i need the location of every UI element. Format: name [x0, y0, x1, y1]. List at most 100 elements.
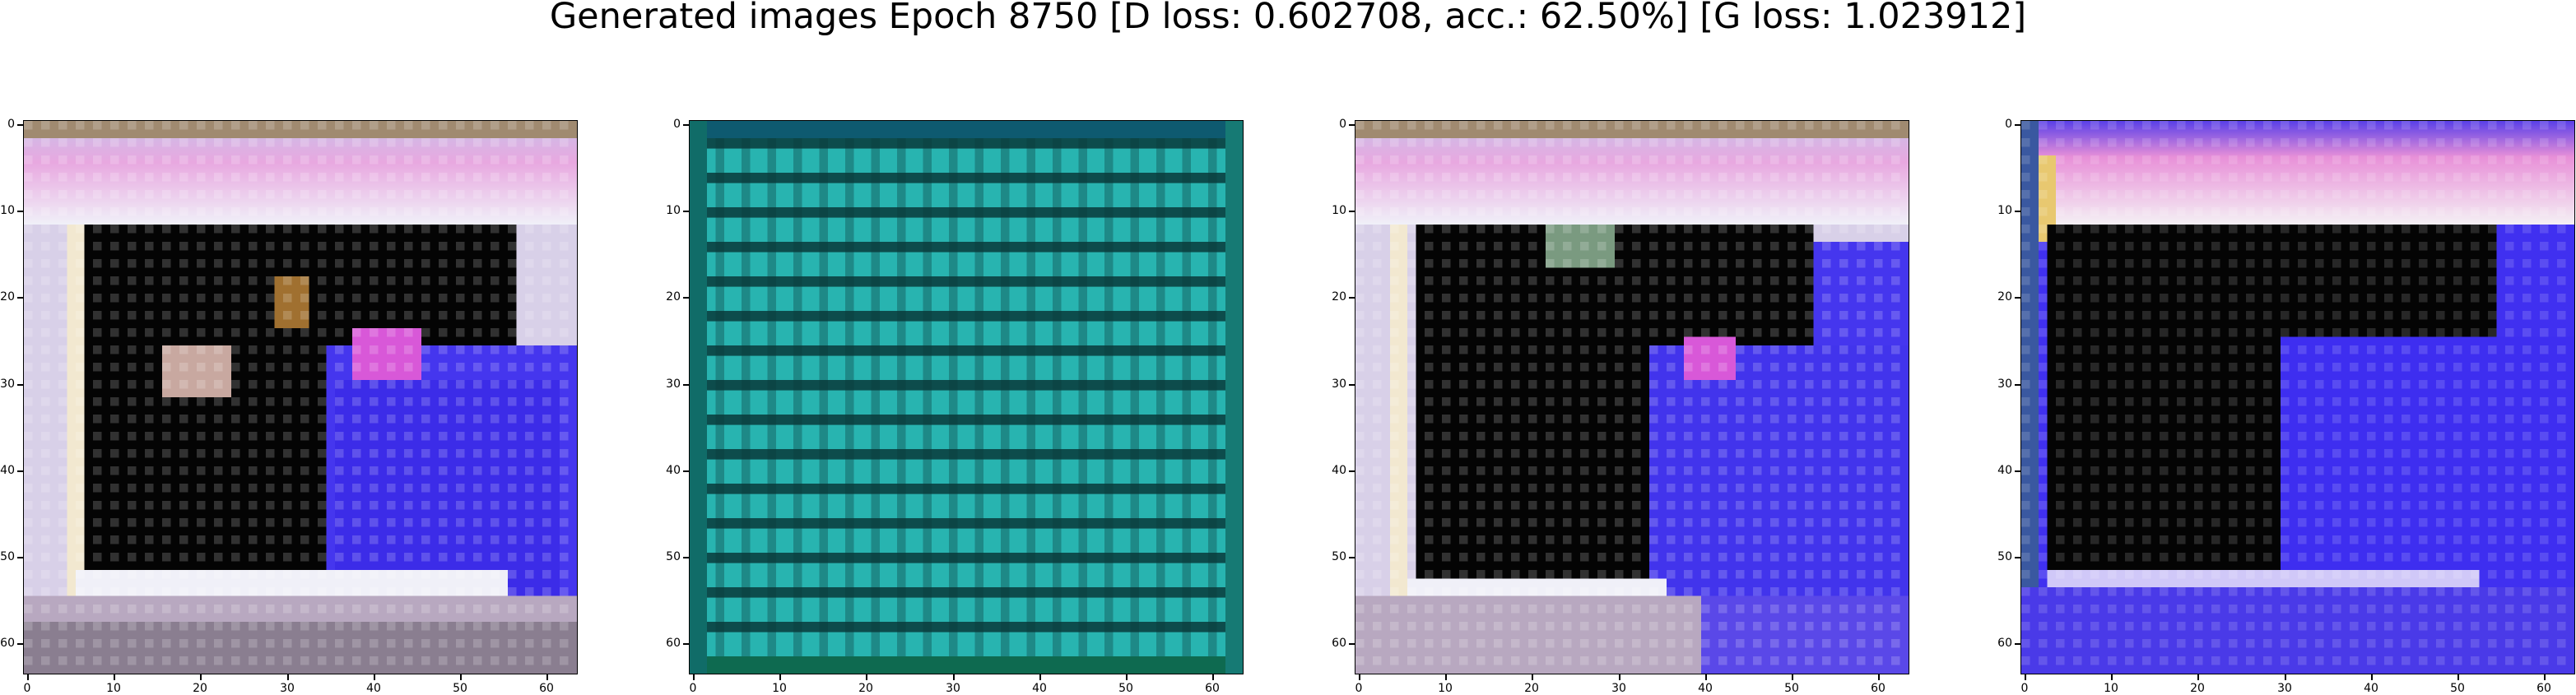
y-tick-label: 60 — [666, 637, 681, 650]
generated-image-4 — [2020, 120, 2575, 674]
x-tick-label: 40 — [2364, 682, 2378, 695]
x-tick-label: 60 — [2536, 682, 2551, 695]
x-tick-label: 50 — [453, 682, 467, 695]
x-tick — [1878, 674, 1880, 680]
y-tick — [17, 297, 23, 299]
x-tick-label: 30 — [2277, 682, 2292, 695]
y-tick-label: 0 — [1339, 118, 1346, 131]
y-tick-label: 10 — [1332, 204, 1346, 217]
x-tick-label: 50 — [1784, 682, 1799, 695]
x-tick-label: 0 — [2020, 682, 2029, 695]
y-tick — [683, 643, 689, 645]
y-tick — [2015, 470, 2020, 472]
x-tick — [2285, 674, 2286, 680]
x-tick-label: 0 — [1355, 682, 1363, 695]
y-tick-label: 50 — [666, 550, 681, 563]
y-tick-label: 10 — [0, 204, 15, 217]
x-tick-label: 10 — [772, 682, 787, 695]
y-tick-label: 10 — [666, 204, 681, 217]
y-tick — [683, 557, 689, 558]
figure-title: Generated images Epoch 8750 [D loss: 0.6… — [549, 0, 2027, 37]
x-tick — [866, 674, 867, 680]
y-tick — [1349, 557, 1355, 558]
image-panel-4: 0 10 20 30 40 50 60 0 10 20 30 40 50 60 — [1997, 118, 2575, 694]
x-tick — [1705, 674, 1707, 680]
y-tick-label: 30 — [0, 378, 15, 391]
y-tick — [17, 384, 23, 386]
x-tick — [1445, 674, 1447, 680]
y-tick — [17, 124, 23, 126]
y-tick-label: 40 — [1997, 464, 2012, 477]
x-tick — [2025, 674, 2026, 680]
y-tick — [1349, 384, 1355, 386]
x-tick-label: 10 — [106, 682, 121, 695]
y-tick-label: 20 — [1332, 290, 1346, 303]
y-tick-label: 40 — [666, 464, 681, 477]
image-panel-2: 0 10 20 30 40 50 60 0 10 20 30 40 50 60 — [666, 118, 1244, 694]
x-tick — [114, 674, 115, 680]
x-tick — [953, 674, 955, 680]
x-tick — [2544, 674, 2546, 680]
x-tick-label: 20 — [2190, 682, 2205, 695]
y-tick-label: 0 — [7, 118, 15, 131]
y-tick — [17, 470, 23, 472]
y-tick — [17, 211, 23, 212]
y-tick — [2015, 211, 2020, 212]
x-tick-label: 20 — [193, 682, 207, 695]
generated-image-1 — [23, 120, 578, 674]
y-tick — [2015, 297, 2020, 299]
y-tick — [2015, 643, 2020, 645]
x-tick — [1532, 674, 1533, 680]
y-tick-label: 60 — [1332, 637, 1346, 650]
x-tick — [200, 674, 202, 680]
y-tick-label: 50 — [1332, 550, 1346, 563]
x-tick — [2111, 674, 2113, 680]
x-tick-label: 20 — [858, 682, 873, 695]
x-tick — [2457, 674, 2459, 680]
x-tick-label: 50 — [1118, 682, 1133, 695]
x-tick — [2197, 674, 2199, 680]
y-tick — [17, 643, 23, 645]
x-tick-label: 0 — [689, 682, 697, 695]
x-tick-label: 40 — [1698, 682, 1713, 695]
x-tick — [1039, 674, 1041, 680]
x-tick-label: 40 — [1032, 682, 1047, 695]
y-tick — [683, 470, 689, 472]
x-tick-label: 30 — [946, 682, 960, 695]
y-tick — [1349, 297, 1355, 299]
y-tick-label: 50 — [1997, 550, 2012, 563]
x-tick-label: 30 — [280, 682, 295, 695]
x-tick — [779, 674, 781, 680]
y-tick-label: 50 — [0, 550, 15, 563]
x-tick — [287, 674, 289, 680]
x-tick — [693, 674, 695, 680]
x-tick — [1212, 674, 1214, 680]
generated-image-2 — [689, 120, 1244, 674]
y-tick-label: 30 — [1997, 378, 2012, 391]
y-tick-label: 0 — [673, 118, 681, 131]
y-tick — [2015, 557, 2020, 558]
x-tick-label: 50 — [2450, 682, 2465, 695]
x-tick-label: 40 — [366, 682, 381, 695]
x-tick-label: 30 — [1611, 682, 1626, 695]
y-tick-label: 60 — [1997, 637, 2012, 650]
y-tick — [683, 384, 689, 386]
y-tick-label: 20 — [0, 290, 15, 303]
y-tick-label: 40 — [0, 464, 15, 477]
y-tick — [683, 211, 689, 212]
y-tick-label: 60 — [0, 637, 15, 650]
y-tick — [1349, 643, 1355, 645]
x-tick — [460, 674, 462, 680]
y-tick-label: 20 — [1997, 290, 2012, 303]
y-tick-label: 30 — [666, 378, 681, 391]
x-tick-label: 60 — [1205, 682, 1220, 695]
y-tick — [1349, 211, 1355, 212]
y-tick-label: 10 — [1997, 204, 2012, 217]
y-tick — [683, 124, 689, 126]
x-tick-label: 20 — [1524, 682, 1539, 695]
image-panel-3: 0 10 20 30 40 50 60 0 10 20 30 40 50 60 — [1332, 118, 1909, 694]
x-tick-label: 0 — [23, 682, 31, 695]
x-tick — [374, 674, 375, 680]
y-tick — [683, 297, 689, 299]
y-tick-label: 40 — [1332, 464, 1346, 477]
